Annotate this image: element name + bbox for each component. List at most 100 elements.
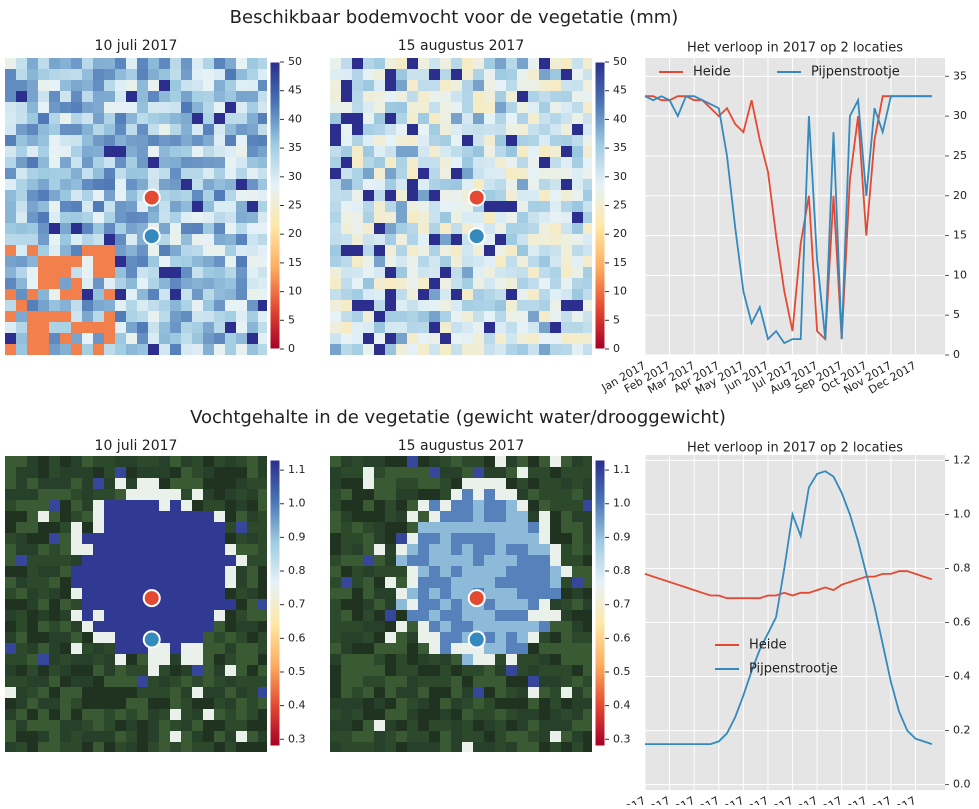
map-pixel [236,731,247,742]
map-pixel [137,720,148,731]
map-pixel [341,201,352,212]
map-pixel [49,168,60,179]
map-pixel [93,566,104,577]
map-pixel [38,654,49,665]
map-pixel [170,91,181,102]
map-pixel [247,544,258,555]
colorbar-tick-label: 0 [288,342,295,355]
map-pixel [539,322,550,333]
map-pixel [374,91,385,102]
map-pixel [192,245,203,256]
map-pixel [572,256,583,267]
map-pixel [484,665,495,676]
map-pixel [330,69,341,80]
map-pixel [27,489,38,500]
map-pixel [258,113,267,124]
map-pixel [60,588,71,599]
map-pixel [203,102,214,113]
map-pixel [330,212,341,223]
series-line [644,570,933,600]
map-pixel [181,322,192,333]
map-pixel [451,311,462,322]
map-pixel [495,720,506,731]
map-pixel [418,333,429,344]
map-pixel [104,555,115,566]
map-pixel [225,742,236,752]
map-pixel [159,654,170,665]
map-pixel [60,201,71,212]
map-pixel [451,223,462,234]
map-pixel [170,135,181,146]
map-pixel [236,621,247,632]
map-pixel [225,720,236,731]
map-pixel [528,599,539,610]
map-pixel [115,212,126,223]
map-pixel [115,456,126,467]
map-pixel [38,588,49,599]
map-pixel [115,146,126,157]
map-pixel [71,599,82,610]
map-pixel [181,665,192,676]
map-pixel [203,80,214,91]
map-pixel [396,135,407,146]
map-pixel [126,179,137,190]
map-pixel [148,522,159,533]
map-pixel [396,610,407,621]
map-pixel [214,698,225,709]
map-pixel [561,201,572,212]
map-pixel [451,168,462,179]
map-pixel [429,665,440,676]
map-pixel [429,544,440,555]
map-pixel [572,665,583,676]
map-pixel [60,256,71,267]
map-pixel [506,146,517,157]
map-pixel [418,256,429,267]
colorbar-tick-label: 15 [613,256,627,269]
map-pixel [225,201,236,212]
map-pixel [396,687,407,698]
map-pixel [236,311,247,322]
map-pixel [93,256,104,267]
map-pixel [506,687,517,698]
map-pixel [528,311,539,322]
map-pixel [60,113,71,124]
map-pixel [159,80,170,91]
map-pixel [214,201,225,212]
map-pixel [126,300,137,311]
map-pixel [429,566,440,577]
map-pixel [170,333,181,344]
map-pixel [214,478,225,489]
map-pixel [572,278,583,289]
map-pixel [462,643,473,654]
map-pixel [71,58,82,69]
map-pixel [341,289,352,300]
map-pixel [517,157,528,168]
map-pixel [352,322,363,333]
map-pixel [126,654,137,665]
map-pixel [374,643,385,654]
map-pixel [506,511,517,522]
map-pixel [561,146,572,157]
map-pixel [385,720,396,731]
map-pixel [82,456,93,467]
map-pixel [214,544,225,555]
map-pixel [462,234,473,245]
map-pixel [506,698,517,709]
map-pixel [27,467,38,478]
map-pixel [60,91,71,102]
map-pixel [440,201,451,212]
map-pixel [225,267,236,278]
map-pixel [341,146,352,157]
map-pixel [203,146,214,157]
map-pixel [341,676,352,687]
map-pixel [137,322,148,333]
map-pixel [572,599,583,610]
legend-label: Pijpenstrootje [749,662,838,677]
map-pixel [137,168,148,179]
map-pixel [159,212,170,223]
map-pixel [159,478,170,489]
map-pixel [418,500,429,511]
map-pixel [126,245,137,256]
map-pixel [82,157,93,168]
map-pixel [203,344,214,355]
